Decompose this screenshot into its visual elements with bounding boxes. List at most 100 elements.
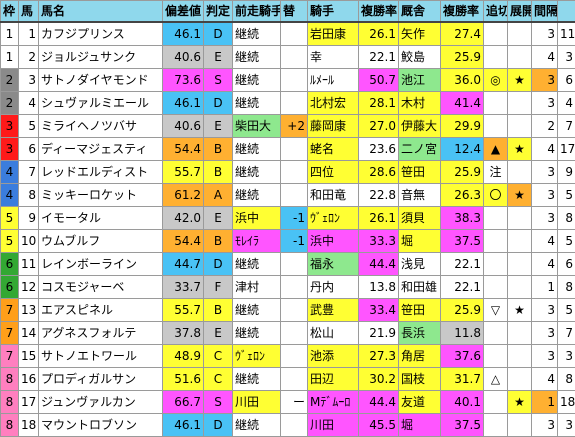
horse-name: ウムブルフ <box>39 229 163 252</box>
previous-jockey: 継続 <box>233 367 281 390</box>
extra-value: 6 <box>558 68 575 91</box>
interval: 3 <box>532 206 558 229</box>
jockey: 松山 <box>308 321 359 344</box>
stable: 国枝 <box>399 367 441 390</box>
horse-name: サトノダイヤモンド <box>39 68 163 91</box>
horse-number: 5 <box>19 114 39 137</box>
extra-value: 7 <box>558 114 575 137</box>
stable: 池江 <box>399 68 441 91</box>
horse-number: 2 <box>19 45 39 68</box>
deviation-value: 46.1 <box>163 413 204 436</box>
stable-place-rate: 37.5 <box>441 413 484 436</box>
col-stable-rate: 複勝率 <box>441 1 484 23</box>
stable-place-rate: 37.6 <box>441 344 484 367</box>
previous-jockey: 継続 <box>233 298 281 321</box>
stable: 木村 <box>399 91 441 114</box>
horse-number: 1 <box>19 22 39 45</box>
grade: E <box>204 206 233 229</box>
extra-value: 5 <box>558 229 575 252</box>
jockey: 四位 <box>308 160 359 183</box>
interval: 3 <box>532 160 558 183</box>
tenkai-mark <box>508 275 532 298</box>
interval: 1 <box>532 275 558 298</box>
interval: 4 <box>532 367 558 390</box>
jockey-place-rate: 27.3 <box>359 344 399 367</box>
previous-jockey: 継続 <box>233 137 281 160</box>
grade: A <box>204 183 233 206</box>
interval: 1 <box>532 390 558 413</box>
jockey-change <box>281 321 308 344</box>
extra-value: 8 <box>558 367 575 390</box>
extra-value: 9 <box>558 160 575 183</box>
tenkai-mark: ★ <box>508 298 532 321</box>
previous-jockey: ｳﾞｪﾛﾝ <box>233 344 281 367</box>
grade: F <box>204 275 233 298</box>
interval: 4 <box>532 45 558 68</box>
horse-name: イモータル <box>39 206 163 229</box>
oikiri-mark <box>484 390 508 413</box>
col-grade: 判定 <box>204 1 233 23</box>
extra-value: 8 <box>558 206 575 229</box>
interval: 3 <box>532 298 558 321</box>
grade: S <box>204 68 233 91</box>
interval: 3 <box>532 183 558 206</box>
col-extra <box>558 1 575 23</box>
oikiri-mark <box>484 321 508 344</box>
waku-cell: 1 <box>1 22 19 45</box>
waku-cell: 2 <box>1 68 19 91</box>
interval: 4 <box>532 137 558 160</box>
col-jockey-rate: 複勝率 <box>359 1 399 23</box>
grade: S <box>204 390 233 413</box>
waku-cell: 8 <box>1 413 19 436</box>
tenkai-mark <box>508 160 532 183</box>
deviation-value: 37.8 <box>163 321 204 344</box>
oikiri-mark <box>484 206 508 229</box>
jockey-place-rate: 33.3 <box>359 229 399 252</box>
waku-cell: 4 <box>1 160 19 183</box>
deviation-value: 54.4 <box>163 137 204 160</box>
jockey-change <box>281 183 308 206</box>
extra-value: 3 <box>558 413 575 436</box>
stable: 友道 <box>399 390 441 413</box>
oikiri-mark <box>484 275 508 298</box>
waku-cell: 4 <box>1 183 19 206</box>
jockey-place-rate: 21.9 <box>359 321 399 344</box>
stable: 堀 <box>399 413 441 436</box>
previous-jockey: ﾓﾚｲﾗ <box>233 229 281 252</box>
stable-place-rate: 11.8 <box>441 321 484 344</box>
jockey-place-rate: 50.7 <box>359 68 399 91</box>
tenkai-mark <box>508 22 532 45</box>
col-waku: 枠 <box>1 1 19 23</box>
deviation-value: 46.1 <box>163 91 204 114</box>
deviation-value: 42.0 <box>163 206 204 229</box>
interval: 4 <box>532 229 558 252</box>
extra-value: 7 <box>558 321 575 344</box>
extra-value: 6 <box>558 252 575 275</box>
waku-cell: 6 <box>1 252 19 275</box>
jockey-change <box>281 367 308 390</box>
oikiri-mark <box>484 413 508 436</box>
interval: 4 <box>532 252 558 275</box>
waku-cell: 7 <box>1 344 19 367</box>
stable-place-rate: 37.5 <box>441 229 484 252</box>
grade: B <box>204 160 233 183</box>
stable-place-rate: 27.4 <box>441 22 484 45</box>
extra-value: 18 <box>558 390 575 413</box>
horse-number: 16 <box>19 367 39 390</box>
jockey: 北村宏 <box>308 91 359 114</box>
tenkai-mark <box>508 252 532 275</box>
deviation-value: 40.6 <box>163 114 204 137</box>
deviation-value: 54.4 <box>163 229 204 252</box>
waku-cell: 3 <box>1 114 19 137</box>
stable-place-rate: 31.7 <box>441 367 484 390</box>
grade: E <box>204 321 233 344</box>
jockey-change <box>281 252 308 275</box>
stable: 伊藤大 <box>399 114 441 137</box>
deviation-value: 48.9 <box>163 344 204 367</box>
extra-value: 3 <box>558 344 575 367</box>
stable-place-rate: 25.9 <box>441 45 484 68</box>
